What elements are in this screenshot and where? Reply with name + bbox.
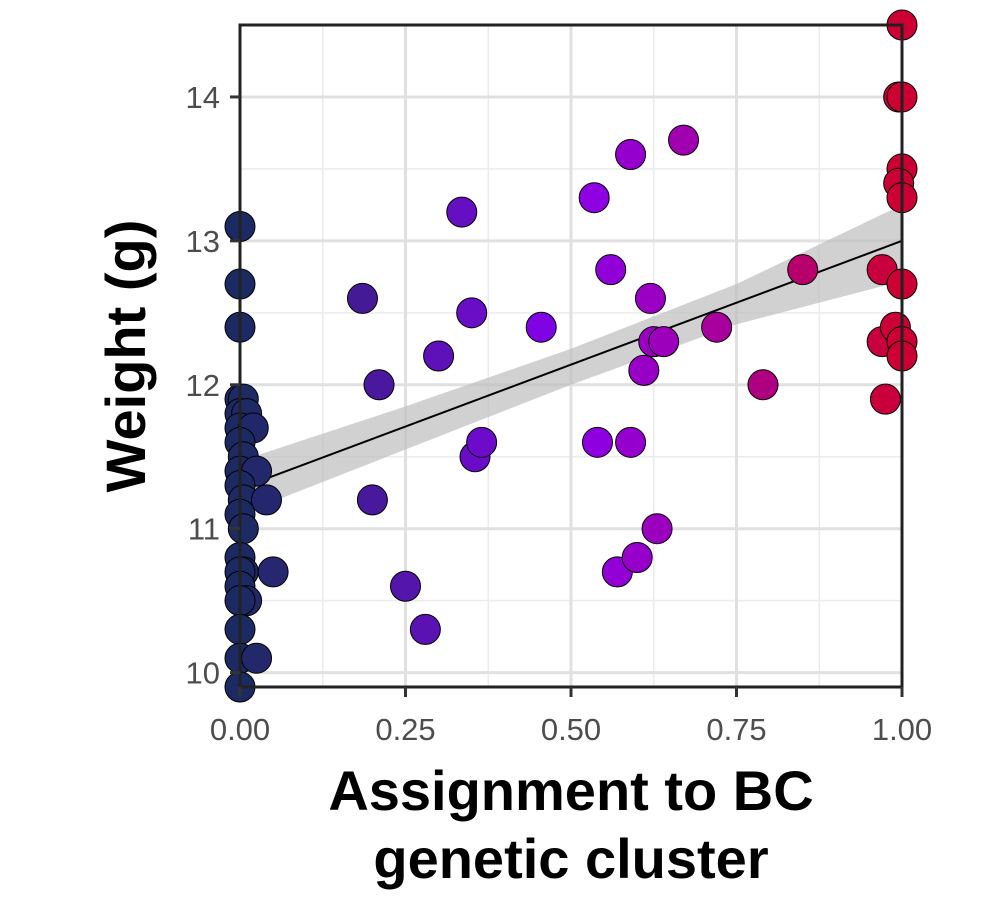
data-point: [595, 254, 627, 286]
data-point: [668, 124, 700, 156]
data-point: [621, 541, 653, 573]
y-tick-label: 13: [186, 224, 220, 259]
x-axis-title-line-2: genetic cluster: [373, 827, 768, 890]
data-point: [869, 383, 901, 415]
y-tick-label: 10: [186, 656, 220, 691]
y-axis-ticks: 10 11 12 13 14: [186, 80, 240, 691]
data-point: [641, 513, 673, 545]
data-point: [525, 311, 557, 343]
x-tick-label: 0.00: [210, 712, 270, 747]
data-point: [363, 369, 395, 401]
x-tick-label: 0.75: [706, 712, 766, 747]
x-tick-label: 0.50: [541, 712, 601, 747]
confidence-band: [240, 204, 902, 515]
data-point: [615, 426, 647, 458]
x-tick-label: 0.25: [375, 712, 435, 747]
data-point: [615, 139, 647, 171]
data-point: [346, 282, 378, 314]
y-tick-label: 12: [186, 368, 220, 403]
data-point: [747, 369, 779, 401]
data-point: [787, 254, 819, 286]
data-point: [466, 426, 498, 458]
data-point: [628, 354, 660, 386]
data-point: [250, 484, 282, 516]
data-point: [581, 426, 613, 458]
y-tick-label: 11: [188, 512, 220, 547]
x-tick-label: 1.00: [872, 712, 932, 747]
data-point: [446, 196, 478, 228]
data-point: [241, 642, 273, 674]
data-point: [423, 340, 455, 372]
y-axis-title: Weight (g): [94, 220, 157, 493]
x-axis-title-line-1: Assignment to BC: [328, 759, 813, 822]
data-point: [634, 282, 666, 314]
y-tick-label: 14: [186, 80, 220, 115]
data-point: [257, 556, 289, 588]
trend-line: [239, 239, 903, 490]
data-point: [390, 570, 421, 602]
data-point: [578, 182, 610, 214]
data-point: [701, 311, 733, 343]
x-axis-ticks: 0.00 0.25 0.50 0.75 1.00: [210, 687, 932, 747]
data-point: [356, 484, 388, 516]
data-point: [456, 297, 488, 329]
data-point: [409, 613, 441, 645]
data-point: [648, 326, 680, 358]
